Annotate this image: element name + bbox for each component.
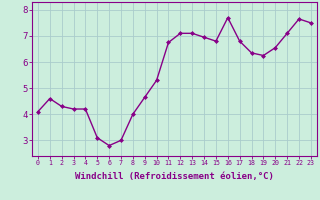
X-axis label: Windchill (Refroidissement éolien,°C): Windchill (Refroidissement éolien,°C)	[75, 172, 274, 181]
